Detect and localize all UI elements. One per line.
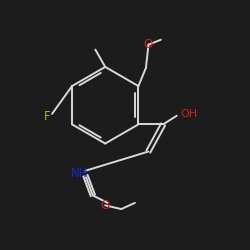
Text: NH: NH xyxy=(70,167,88,180)
Text: O: O xyxy=(144,38,153,51)
Text: F: F xyxy=(44,110,51,123)
Text: O: O xyxy=(100,199,110,212)
Text: OH: OH xyxy=(180,110,198,120)
